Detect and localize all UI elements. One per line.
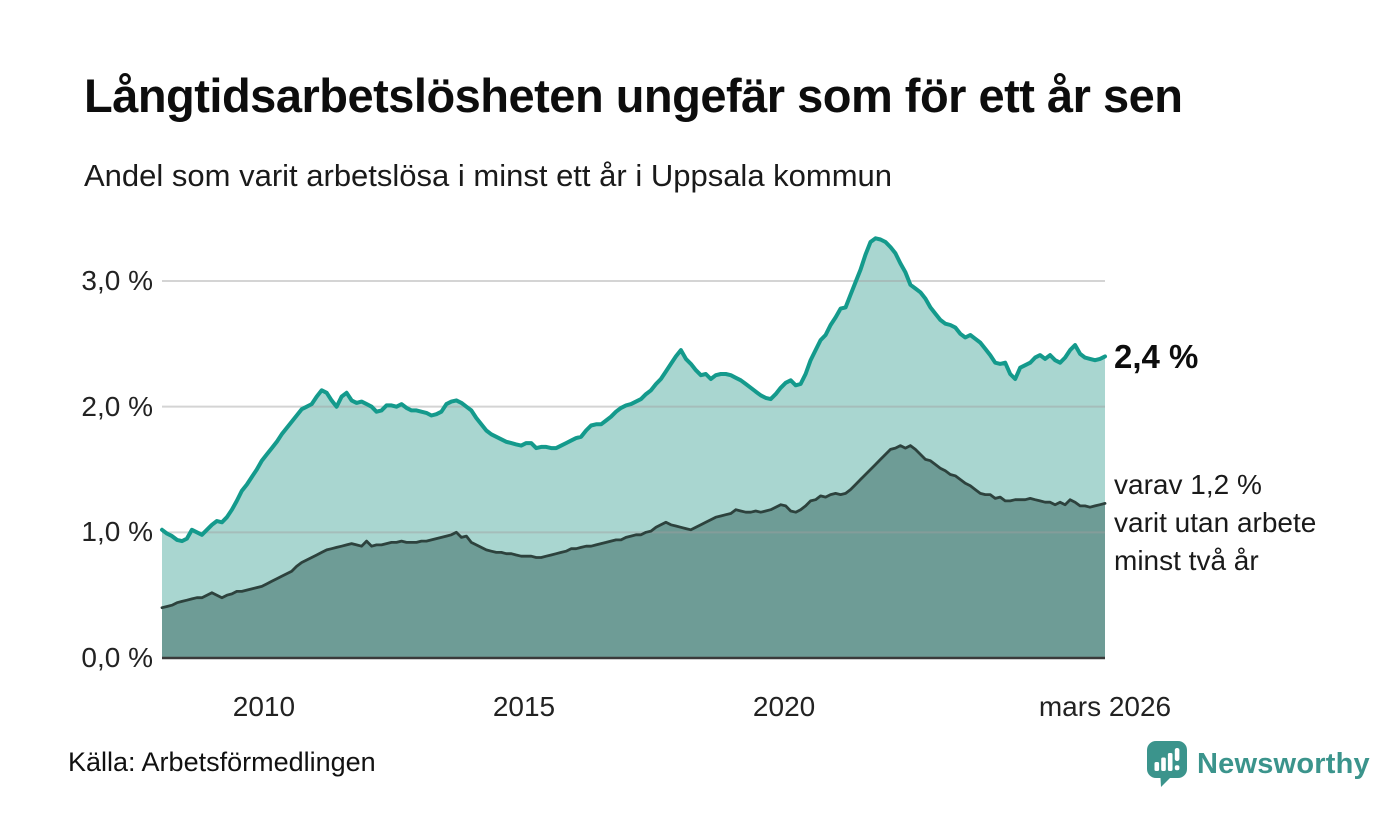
x-axis-tick-label: 2020: [752, 691, 816, 722]
exclamation-dot: [1174, 765, 1180, 771]
x-axis-tick-label: mars 2026: [1038, 691, 1172, 722]
y-axis-tick-label: 1,0 %: [81, 516, 153, 548]
newsworthy-icon: [1147, 741, 1187, 787]
bar-large: [1167, 753, 1173, 771]
series-2year-line: [160, 444, 1107, 610]
bar-medium: [1161, 757, 1166, 771]
x-axis-tick-label: 2015: [492, 691, 556, 722]
exclamation-bar: [1174, 748, 1180, 761]
newsworthy-logo: Newsworthy: [1146, 740, 1370, 788]
y-axis-tick-label: 3,0 %: [81, 264, 153, 296]
bar-small: [1154, 762, 1160, 771]
series-2year-area-fill: [162, 445, 1105, 658]
series-1year-line: [160, 236, 1107, 544]
x-axis-tick-label: 2010: [232, 691, 296, 722]
source-attribution: Källa: Arbetsförmedlingen: [68, 747, 376, 777]
newsworthy-wordmark: Newsworthy: [1197, 747, 1370, 780]
y-axis-tick-label: 2,0 %: [81, 390, 153, 422]
page-subtitle: Andel som varit arbetslösa i minst ett å…: [84, 158, 893, 193]
page-title: Långtidsarbetslösheten ungefär som för e…: [84, 69, 1183, 122]
breakdown-annotation-line: varit utan arbete: [1114, 507, 1317, 539]
gridlines: [162, 279, 1105, 534]
breakdown-annotation-line: varav 1,2 %: [1114, 469, 1262, 501]
y-axis-tick-label: 0,0 %: [81, 642, 153, 673]
latest-value-annotation: 2,4 %: [1114, 338, 1199, 376]
breakdown-annotation-line: minst två år: [1114, 545, 1259, 577]
breakdown-annotation: varav 1,2 % varit utan arbete minst två …: [1114, 466, 1316, 580]
